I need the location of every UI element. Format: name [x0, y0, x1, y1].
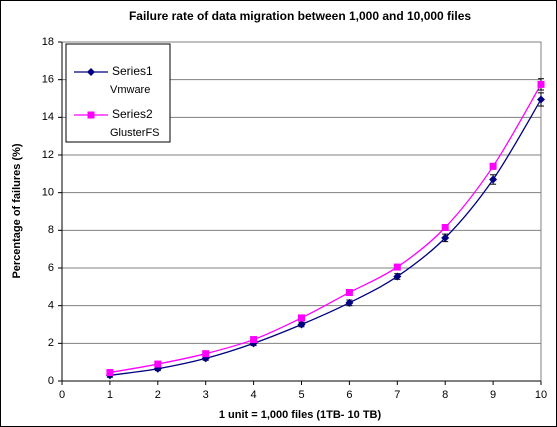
x-tick-label: 0: [59, 389, 65, 401]
x-tick-label: 7: [394, 389, 400, 401]
y-tick-label: 14: [42, 111, 54, 123]
y-tick-label: 4: [48, 300, 54, 312]
legend-sublabel: Vmware: [110, 84, 150, 96]
x-axis-label: 1 unit = 1,000 files (1TB- 10 TB): [219, 409, 382, 421]
marker: [106, 369, 114, 377]
marker: [87, 68, 95, 76]
marker: [393, 272, 402, 281]
y-tick-label: 0: [48, 375, 54, 387]
marker: [537, 95, 545, 104]
series-line: [109, 99, 542, 376]
x-tick-label: 5: [298, 389, 304, 401]
y-tick-label: 6: [48, 262, 54, 274]
marker: [87, 111, 95, 119]
x-tick-label: 10: [535, 389, 547, 401]
marker: [441, 233, 450, 242]
x-tick-label: 8: [442, 389, 448, 401]
x-tick-label: 3: [203, 389, 209, 401]
y-axis-label: Percentage of failures (%): [11, 143, 23, 278]
legend-sublabel: GlusterFS: [110, 127, 160, 139]
marker: [345, 288, 353, 296]
marker: [489, 175, 498, 184]
marker: [345, 298, 354, 307]
x-tick-label: 4: [251, 389, 257, 401]
y-tick-label: 8: [48, 224, 54, 236]
x-tick-label: 6: [346, 389, 352, 401]
y-tick-label: 10: [42, 187, 54, 199]
series-line: [109, 84, 542, 374]
y-tick-label: 12: [42, 149, 54, 161]
y-tick-label: 18: [42, 36, 54, 48]
marker: [202, 350, 210, 358]
marker: [441, 224, 449, 232]
x-tick-label: 1: [107, 389, 113, 401]
marker: [298, 314, 305, 322]
x-tick-label: 2: [155, 389, 161, 401]
marker: [489, 162, 497, 170]
y-tick-label: 16: [42, 74, 54, 86]
marker: [393, 263, 401, 271]
marker: [250, 336, 258, 344]
marker: [154, 360, 162, 368]
x-tick-label: 9: [490, 389, 496, 401]
legend-label: Series1: [112, 64, 153, 78]
marker: [537, 80, 545, 88]
legend-label: Series2: [112, 107, 153, 121]
chart-title: Failure rate of data migration between 1…: [129, 9, 471, 23]
y-tick-label: 2: [48, 337, 54, 349]
marker: [297, 320, 306, 329]
legend: [65, 43, 171, 143]
